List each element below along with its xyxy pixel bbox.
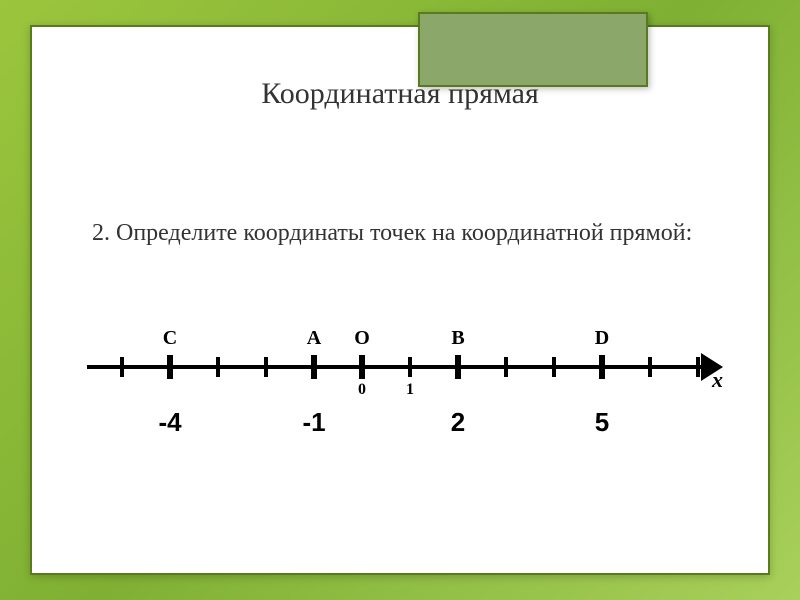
tick [120, 357, 124, 377]
axis-tick-label: 1 [406, 381, 414, 399]
number-line: x 0 1 C A O B D -4 -1 2 5 [87, 327, 727, 447]
point-label-a: A [307, 327, 321, 350]
point-label-d: D [595, 327, 609, 350]
axis-variable: x [712, 367, 723, 393]
corner-box [418, 12, 648, 87]
point-label-c: C [163, 327, 177, 350]
slide-canvas: Координатная прямая 2. Определите коорди… [30, 25, 770, 575]
tick [311, 355, 317, 379]
tick [599, 355, 605, 379]
tick [648, 357, 652, 377]
answer-value: 5 [595, 407, 609, 438]
task-text: 2. Определите координаты точек на коорди… [92, 217, 748, 249]
point-label-b: B [451, 327, 464, 350]
answer-value: -4 [158, 407, 181, 438]
point-label-o: O [354, 327, 370, 350]
tick [359, 355, 365, 379]
answer-value: 2 [451, 407, 465, 438]
tick [504, 357, 508, 377]
axis-tick-label: 0 [358, 381, 366, 399]
tick [264, 357, 268, 377]
tick [216, 357, 220, 377]
axis-line [87, 365, 707, 369]
tick [552, 357, 556, 377]
tick [167, 355, 173, 379]
tick [696, 357, 700, 377]
tick [408, 357, 412, 377]
tick [455, 355, 461, 379]
answer-value: -1 [302, 407, 325, 438]
